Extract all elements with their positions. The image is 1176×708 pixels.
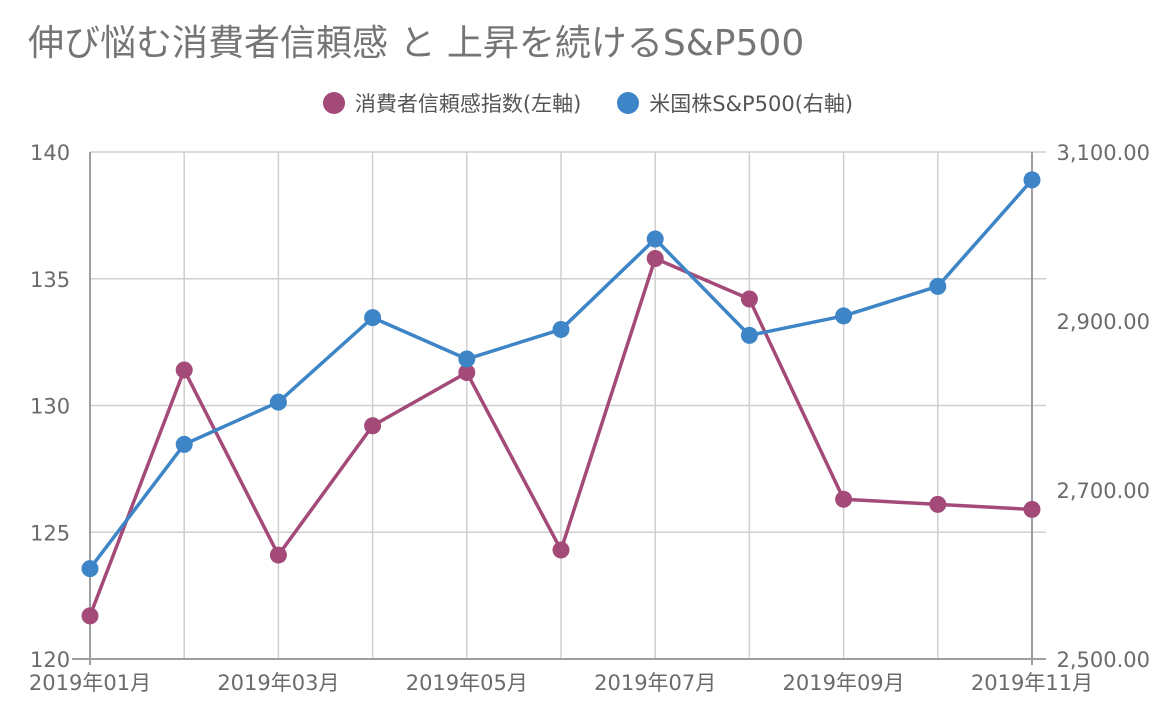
data-point-sp500 [175, 435, 193, 453]
y-right-tick-label: 2,900.00 [1056, 310, 1150, 334]
data-point-sp500 [364, 309, 382, 327]
data-point-consumer-confidence [364, 417, 382, 435]
data-point-sp500 [929, 277, 947, 295]
y-left-tick-label: 140 [30, 141, 70, 165]
y-left-tick-label: 125 [30, 521, 70, 545]
x-tick-label: 2019年01月 [29, 671, 151, 695]
data-point-sp500 [835, 307, 853, 325]
data-point-sp500 [81, 560, 99, 578]
x-tick-label: 2019年07月 [594, 671, 716, 695]
data-point-consumer-confidence [1023, 500, 1041, 518]
data-point-consumer-confidence [458, 364, 476, 382]
y-left-tick-label: 120 [30, 648, 70, 672]
y-left-tick-label: 130 [30, 395, 70, 419]
y-right-tick-label: 2,500.00 [1056, 648, 1150, 672]
data-point-consumer-confidence [929, 495, 947, 513]
data-point-sp500 [458, 350, 476, 368]
data-point-consumer-confidence [740, 290, 758, 308]
y-left-tick-label: 135 [30, 268, 70, 292]
data-point-sp500 [646, 230, 664, 248]
data-point-sp500 [269, 393, 287, 411]
x-tick-label: 2019年03月 [217, 671, 339, 695]
legend-label-consumer-confidence: 消費者信頼感指数(左軸) [354, 92, 582, 116]
data-point-consumer-confidence [552, 541, 570, 559]
legend-marker-sp500 [617, 92, 640, 114]
x-tick-label: 2019年11月 [971, 671, 1093, 695]
data-point-consumer-confidence [81, 607, 99, 625]
y-right-tick-label: 2,700.00 [1056, 479, 1150, 503]
chart-legend: 消費者信頼感指数(左軸) 米国株S&P500(右軸) [0, 88, 1176, 118]
y-right-tick-label: 3,100.00 [1056, 141, 1150, 165]
legend-item-consumer-confidence[interactable]: 消費者信頼感指数(左軸) [322, 88, 582, 118]
chart-title: 伸び悩む消費者信頼感 と 上昇を続けるS&P500 [28, 23, 805, 64]
x-tick-label: 2019年05月 [406, 671, 528, 695]
data-point-consumer-confidence [175, 361, 193, 379]
data-point-sp500 [740, 326, 758, 344]
legend-marker-consumer-confidence [322, 92, 345, 114]
legend-item-sp500[interactable]: 米国株S&P500(右軸) [617, 88, 853, 118]
data-point-consumer-confidence [835, 490, 853, 508]
legend-label-sp500: 米国株S&P500(右軸) [649, 92, 854, 116]
x-tick-label: 2019年09月 [783, 671, 905, 695]
data-point-sp500 [1023, 171, 1041, 189]
data-point-consumer-confidence [646, 249, 664, 267]
data-point-consumer-confidence [269, 546, 287, 564]
data-point-sp500 [552, 320, 570, 338]
